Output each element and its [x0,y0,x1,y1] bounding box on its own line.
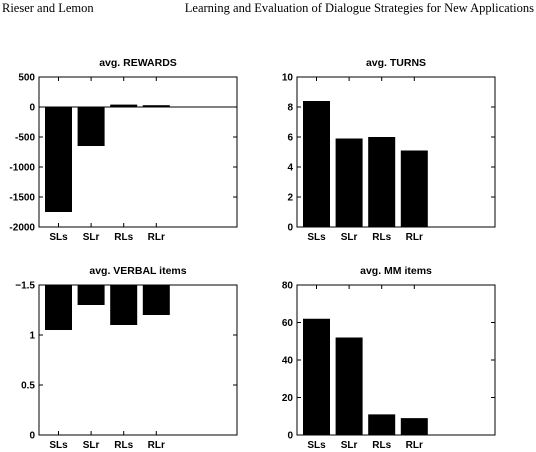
x-tick-label: RLs [114,440,133,451]
bar-slr [77,107,105,146]
y-tick-label: 6 [287,133,293,144]
plot-frame [38,284,238,436]
chart-panel-1: avg. REWARDS 500 0 -500 -1000 -1500 -2000 SLs SL… [9,57,238,243]
bar-rls [368,137,396,227]
chart-panel-3: avg. VERBAL items −1.5 1 0.5 0 SLs SLr RLs RLr [15,265,238,451]
x-tick-label: RLr [148,440,165,451]
bar-sls [303,318,330,435]
x-tick-label: RLr [148,232,165,243]
y-tick-label: -1500 [9,193,35,204]
x-tick-label: SLr [83,232,100,243]
x-tick-label: SLs [307,440,326,451]
y-tick-label: 0 [29,103,35,114]
x-tick-label: SLr [341,440,358,451]
x-tick-label: RLr [406,232,423,243]
y-tick-label: 1 [29,331,35,342]
y-tick-label: −1.5 [15,281,35,292]
x-tick-label: SLs [49,440,68,451]
running-header-title: Learning and Evaluation of Dialogue Stra… [184,1,534,15]
running-header-authors: Rieser and Lemon [2,1,94,15]
y-tick-label: 20 [282,393,294,404]
x-tick-label: RLs [114,232,133,243]
chart-title: avg. VERBAL items [89,265,186,277]
y-tick-label: 80 [282,281,294,292]
x-tick-label: RLs [372,440,391,451]
y-tick-label: 40 [282,356,294,367]
bar-rlr [400,418,428,435]
y-tick-label: -500 [15,133,35,144]
bar-rlr [400,150,428,227]
bar-sls [45,107,72,212]
x-tick-label: SLr [83,440,100,451]
bar-rlr [142,105,170,107]
bar-rlr [142,285,170,315]
y-tick-label: 0 [287,431,293,442]
y-tick-label: 4 [287,163,293,174]
chart-title: avg. MM items [360,265,432,277]
bar-sls [303,101,330,227]
chart-panel-2: avg. TURNS 10 8 6 4 2 0 SLs SLr RLs RLr [282,57,496,243]
y-tick-label: 10 [282,73,294,84]
y-tick-label: 2 [287,193,293,204]
y-tick-label: 0 [287,223,293,234]
y-tick-label: 8 [287,103,293,114]
bar-sls [45,285,72,330]
y-tick-label: 0 [29,431,35,442]
chart-title: avg. TURNS [366,57,426,69]
x-tick-label: SLr [341,232,358,243]
x-tick-label: RLs [372,232,391,243]
plot-frame [296,76,496,228]
plot-frame [38,76,238,228]
bar-rls [110,285,138,325]
plot-frame [296,284,496,436]
y-tick-label: -1000 [9,163,35,174]
y-tick-label: 60 [282,318,294,329]
bar-rls [110,104,138,107]
y-tick-label: 0.5 [21,381,35,392]
chart-panel-4: avg. MM items 80 60 40 20 0 SLs SLr RLs RLr [282,265,496,451]
y-tick-label: 500 [18,73,35,84]
x-tick-label: RLr [406,440,423,451]
bar-rls [368,414,396,435]
y-tick-label: -2000 [9,223,35,234]
bar-slr [335,337,363,435]
bar-slr [77,285,105,305]
x-tick-label: SLs [49,232,68,243]
x-tick-label: SLs [307,232,326,243]
chart-title: avg. REWARDS [99,57,177,69]
bar-slr [335,138,363,227]
